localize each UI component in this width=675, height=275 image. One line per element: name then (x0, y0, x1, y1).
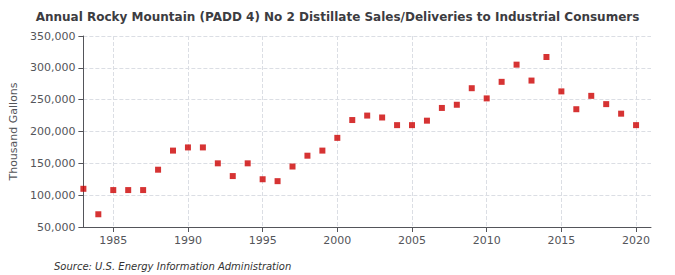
svg-text:2000: 2000 (323, 234, 351, 247)
svg-text:300,000: 300,000 (30, 61, 76, 74)
svg-text:1985: 1985 (99, 234, 127, 247)
svg-text:150,000: 150,000 (30, 157, 76, 170)
svg-text:2020: 2020 (622, 234, 650, 247)
svg-text:Annual Rocky Mountain (PADD 4): Annual Rocky Mountain (PADD 4) No 2 Dist… (36, 10, 640, 24)
svg-text:100,000: 100,000 (30, 189, 76, 202)
svg-text:2010: 2010 (473, 234, 501, 247)
svg-text:350,000: 350,000 (30, 30, 76, 43)
svg-text:1990: 1990 (174, 234, 202, 247)
svg-text:1995: 1995 (249, 234, 277, 247)
svg-text:2015: 2015 (547, 234, 575, 247)
svg-text:2005: 2005 (398, 234, 426, 247)
svg-text:Source: U.S. Energy Informatio: Source: U.S. Energy Information Administ… (54, 261, 291, 272)
svg-text:250,000: 250,000 (30, 93, 76, 106)
svg-text:50,000: 50,000 (37, 221, 76, 234)
svg-text:Thousand Gallons: Thousand Gallons (7, 82, 20, 181)
svg-text:200,000: 200,000 (30, 125, 76, 138)
